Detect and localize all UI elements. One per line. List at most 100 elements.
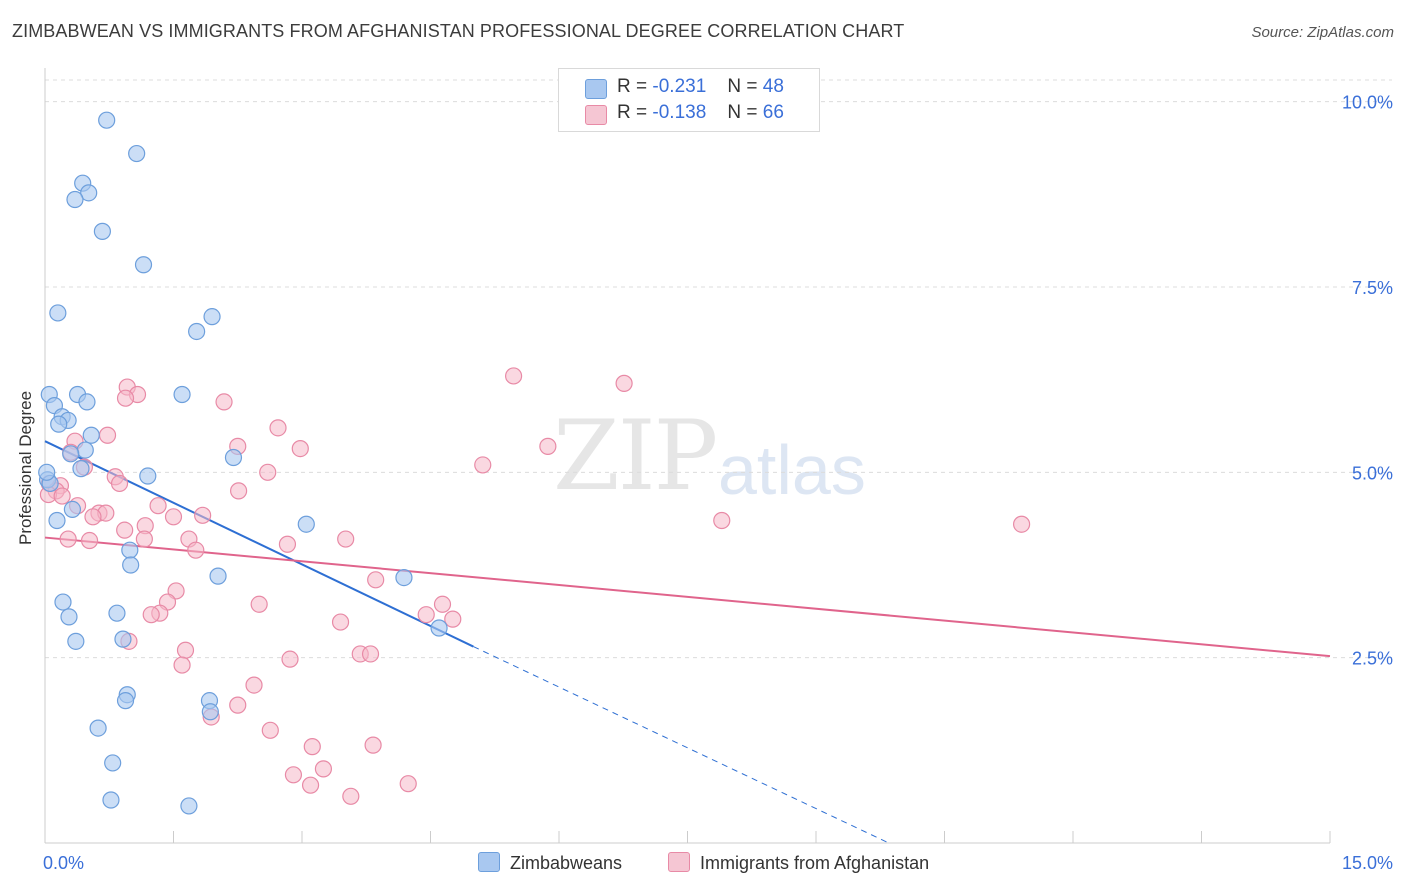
watermark-zip: ZIP (553, 400, 718, 512)
legend-n-value-zimbabweans: 48 (762, 76, 784, 97)
data-point-afghanistan (229, 696, 247, 714)
data-point-zimbabweans (180, 797, 198, 815)
data-point-zimbabweans (430, 619, 448, 637)
data-point-zimbabweans (139, 467, 157, 485)
data-points (38, 111, 1031, 815)
data-point-afghanistan (361, 645, 380, 663)
data-point-afghanistan (176, 641, 195, 659)
legend-n-label: N = (727, 102, 758, 123)
data-point-afghanistan (259, 463, 277, 481)
data-point-afghanistan (230, 482, 248, 500)
data-point-zimbabweans (297, 515, 315, 533)
data-point-zimbabweans (114, 630, 132, 648)
blue-swatch-icon (585, 79, 607, 99)
data-point-zimbabweans (134, 256, 153, 274)
data-point-zimbabweans (82, 426, 100, 444)
data-point-zimbabweans (188, 322, 206, 341)
data-point-zimbabweans (66, 190, 84, 209)
data-point-afghanistan (713, 511, 731, 530)
data-point-afghanistan (291, 440, 309, 458)
data-point-zimbabweans (76, 441, 94, 459)
data-point-zimbabweans (203, 308, 221, 326)
data-point-afghanistan (59, 530, 77, 548)
data-point-afghanistan (149, 497, 167, 515)
legend-n-label: N = (727, 76, 758, 97)
data-point-afghanistan (278, 535, 297, 553)
data-point-zimbabweans (122, 556, 140, 574)
data-point-afghanistan (173, 656, 191, 674)
data-point-afghanistan (194, 506, 212, 524)
data-point-afghanistan (281, 650, 299, 668)
data-point-afghanistan (417, 606, 435, 624)
data-point-zimbabweans (38, 463, 56, 481)
trend-line-extension-zimbabweans (473, 646, 890, 844)
bottom-legend-label-afghanistan: Immigrants from Afghanistan (700, 853, 930, 873)
pink-swatch-icon (585, 105, 607, 125)
data-point-zimbabweans (395, 568, 413, 587)
data-point-afghanistan (615, 374, 633, 392)
bottom-legend-label-zimbabweans: Zimbabweans (510, 853, 623, 873)
data-point-afghanistan (342, 787, 360, 805)
pink-swatch-icon (668, 852, 690, 872)
data-point-zimbabweans (128, 144, 146, 163)
data-point-zimbabweans (63, 500, 82, 518)
watermark-atlas: atlas (718, 431, 866, 509)
data-point-afghanistan (261, 721, 279, 739)
data-point-afghanistan (504, 367, 523, 385)
x-tick-label: 15.0% (1342, 853, 1393, 873)
data-point-afghanistan (142, 606, 160, 624)
bottom-legend-afghanistan: Immigrants from Afghanistan (668, 852, 929, 874)
data-point-zimbabweans (72, 460, 90, 478)
data-point-afghanistan (301, 776, 320, 794)
data-point-afghanistan (80, 531, 99, 550)
data-point-afghanistan (303, 738, 321, 756)
x-tick-label: 0.0% (43, 853, 84, 873)
data-point-afghanistan (337, 530, 355, 548)
trend-line-afghanistan (44, 536, 1331, 658)
data-point-afghanistan (187, 541, 205, 559)
y-tick-label: 7.5% (1352, 278, 1393, 298)
data-point-zimbabweans (104, 754, 122, 772)
data-point-afghanistan (539, 437, 557, 455)
data-point-zimbabweans (78, 393, 96, 411)
data-point-zimbabweans (67, 632, 85, 650)
y-tick-label: 2.5% (1352, 649, 1393, 669)
data-point-afghanistan (135, 530, 153, 548)
data-point-zimbabweans (93, 222, 111, 240)
source-label: Source: ZipAtlas.com (1251, 24, 1394, 41)
data-point-zimbabweans (98, 111, 116, 129)
data-point-zimbabweans (54, 593, 72, 611)
data-point-zimbabweans (62, 445, 80, 463)
data-point-zimbabweans (49, 304, 67, 322)
data-point-zimbabweans (60, 608, 78, 626)
data-point-afghanistan (269, 419, 287, 437)
data-point-afghanistan (116, 389, 135, 407)
data-point-afghanistan (53, 487, 71, 505)
data-point-zimbabweans (80, 184, 98, 202)
tick-labels: 2.5% 5.0% 7.5% 10.0% 0.0% 15.0% (43, 93, 1393, 873)
data-point-zimbabweans (48, 511, 66, 530)
data-point-zimbabweans (116, 692, 135, 710)
data-point-afghanistan (367, 571, 385, 589)
data-point-afghanistan (1012, 515, 1031, 533)
data-point-afghanistan (84, 508, 102, 526)
data-point-afghanistan (98, 426, 117, 444)
data-point-zimbabweans (173, 385, 191, 404)
legend-r-value-afghanistan: -0.138 (652, 102, 707, 123)
data-point-zimbabweans (224, 448, 243, 467)
legend-r-value-zimbabweans: -0.231 (652, 76, 707, 97)
data-point-afghanistan (433, 595, 452, 613)
data-point-afghanistan (215, 393, 233, 411)
bottom-legend-zimbabweans: Zimbabweans (478, 852, 622, 874)
data-point-zimbabweans (121, 541, 139, 559)
chart-title: ZIMBABWEAN VS IMMIGRANTS FROM AFGHANISTA… (12, 21, 905, 41)
axes (44, 68, 1331, 844)
data-point-afghanistan (364, 736, 382, 754)
data-point-zimbabweans (89, 719, 107, 737)
y-tick-label: 5.0% (1352, 463, 1393, 483)
data-point-afghanistan (399, 775, 417, 793)
trend-lines (44, 440, 1331, 844)
data-point-afghanistan (245, 676, 263, 694)
data-point-afghanistan (314, 760, 333, 778)
data-point-afghanistan (474, 456, 492, 474)
